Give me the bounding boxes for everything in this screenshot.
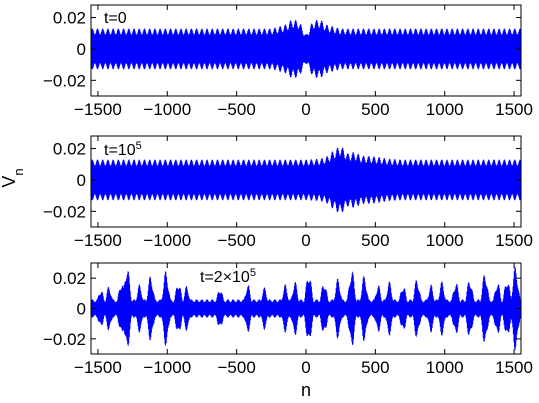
x-tick-label: 0 bbox=[301, 358, 310, 377]
x-tick-label: 500 bbox=[361, 231, 389, 250]
y-axis-label-base: V bbox=[0, 176, 19, 188]
x-tick-label: 1000 bbox=[426, 231, 464, 250]
panel-t2e5: −1500 −1000 −500 0 500 1000 1500 0.02 0 −0.02 t=2… bbox=[43, 262, 533, 377]
x-tick-label: 1500 bbox=[495, 100, 533, 119]
series-line bbox=[90, 19, 522, 78]
time-annotation-sup: 5 bbox=[250, 267, 256, 279]
series-line bbox=[90, 147, 522, 213]
x-tick-label: −500 bbox=[217, 231, 255, 250]
time-annotation: t=2×105 bbox=[200, 267, 256, 286]
x-tick-label: 0 bbox=[301, 100, 310, 119]
series-line bbox=[90, 266, 522, 351]
y-tick-label: 0 bbox=[77, 171, 86, 190]
x-tick-label: 1000 bbox=[426, 358, 464, 377]
y-tick-label: 0.02 bbox=[53, 140, 86, 159]
panel-t0: −1500 −1000 −500 0 500 1000 1500 0.02 0 −0.02 t=0 bbox=[43, 4, 533, 119]
x-tick-label: −500 bbox=[217, 358, 255, 377]
x-tick-label: 0 bbox=[301, 231, 310, 250]
time-annotation-sup: 5 bbox=[136, 140, 142, 152]
y-tick-label: 0 bbox=[77, 300, 86, 319]
x-tick-label: −1000 bbox=[143, 231, 191, 250]
time-annotation-base: t=0 bbox=[104, 10, 127, 27]
x-tick-label: −1500 bbox=[74, 358, 122, 377]
y-tick-label: 0 bbox=[77, 40, 86, 59]
x-tick-label: −1500 bbox=[74, 231, 122, 250]
y-tick-label: −0.02 bbox=[43, 330, 86, 349]
time-annotation: t=105 bbox=[104, 140, 142, 159]
x-tick-label: 500 bbox=[361, 100, 389, 119]
y-tick-label: −0.02 bbox=[43, 71, 86, 90]
x-axis-label: n bbox=[301, 380, 311, 400]
ticks: −1500 −1000 −500 0 500 1000 1500 0.02 0 −0.02 bbox=[43, 5, 533, 119]
y-axis-label: Vn bbox=[0, 168, 26, 187]
x-tick-label: 500 bbox=[361, 358, 389, 377]
x-tick-label: −500 bbox=[217, 100, 255, 119]
y-axis-label-sub: n bbox=[11, 168, 26, 175]
x-tick-label: −1000 bbox=[143, 358, 191, 377]
x-tick-label: 1500 bbox=[495, 231, 533, 250]
y-tick-label: 0.02 bbox=[53, 269, 86, 288]
x-tick-label: 1500 bbox=[495, 358, 533, 377]
time-annotation-base: t=2×10 bbox=[200, 269, 250, 286]
time-annotation-base: t=10 bbox=[104, 142, 136, 159]
ticks: −1500 −1000 −500 0 500 1000 1500 0.02 0 −0.02 bbox=[43, 136, 533, 250]
x-tick-label: −1500 bbox=[74, 100, 122, 119]
y-tick-label: −0.02 bbox=[43, 202, 86, 221]
ticks: −1500 −1000 −500 0 500 1000 1500 0.02 0 −0.02 bbox=[43, 263, 533, 377]
x-tick-label: −1000 bbox=[143, 100, 191, 119]
time-annotation: t=0 bbox=[104, 10, 127, 27]
x-tick-label: 1000 bbox=[426, 100, 464, 119]
y-tick-label: 0.02 bbox=[53, 9, 86, 28]
panel-t1e5: −1500 −1000 −500 0 500 1000 1500 0.02 0 −0.02 t=1… bbox=[43, 135, 533, 250]
